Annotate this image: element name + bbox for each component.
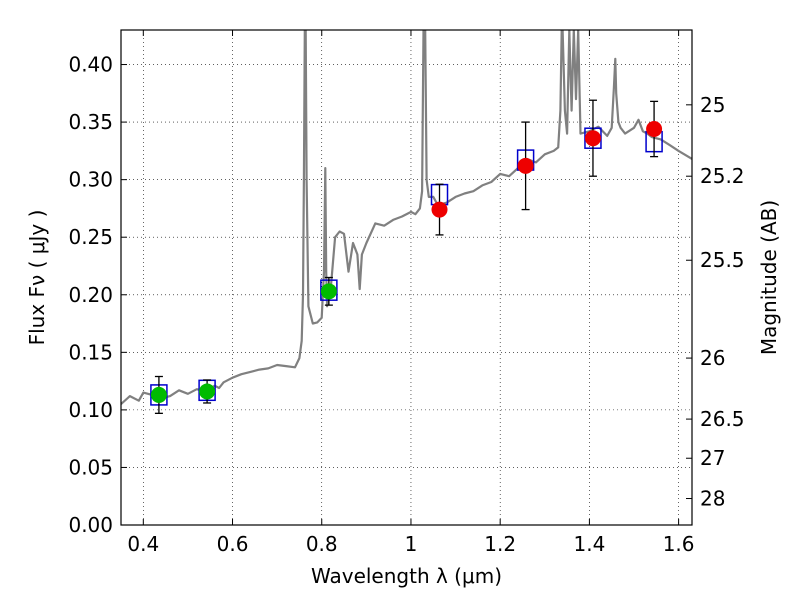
spectrum-line xyxy=(121,30,692,405)
y2-tick-label: 27 xyxy=(700,446,725,470)
y2-axis-label: Magnitude (AB) xyxy=(757,200,781,355)
y2-tick-label: 28 xyxy=(700,487,725,511)
y-tick-label: 0.15 xyxy=(68,340,113,364)
y-tick-label: 0.00 xyxy=(68,513,113,537)
y-tick-label: 0.10 xyxy=(68,398,113,422)
data-point xyxy=(646,121,663,137)
plot-frame xyxy=(120,29,693,526)
y2-tick-label: 26.5 xyxy=(700,407,745,431)
y-tick-label: 0.20 xyxy=(68,283,113,307)
grid xyxy=(121,30,692,526)
data-point xyxy=(150,386,167,403)
y2-tick-label: 25.2 xyxy=(700,164,745,188)
y2-tick-label: 25 xyxy=(700,93,725,117)
y-tick-label: 0.35 xyxy=(68,110,113,134)
data-point xyxy=(517,157,534,174)
x-tick-label: 0.8 xyxy=(306,532,338,556)
x-tick-label: 1 xyxy=(405,532,418,556)
x-axis-label: Wavelength λ (μm) xyxy=(311,564,502,588)
x-tick-label: 1.4 xyxy=(573,532,605,556)
x-tick-label: 1.6 xyxy=(663,532,695,556)
x-tick-label: 0.6 xyxy=(217,532,249,556)
data-point xyxy=(431,201,448,218)
y-tick-label: 0.30 xyxy=(68,168,113,192)
y-tick-label: 0.40 xyxy=(68,53,113,77)
y-tick-label: 0.05 xyxy=(68,455,113,479)
x-tick-label: 0.4 xyxy=(127,532,159,556)
y-tick-label: 0.25 xyxy=(68,225,113,249)
y2-tick-label: 25.5 xyxy=(700,248,745,272)
observed-points xyxy=(150,99,663,414)
data-point xyxy=(320,283,337,300)
axis-ticks: 0.4 0.6 0.8 1 1.2 1.4 1.6 0.00 0.05 0.10 0.15 0.20 0… xyxy=(68,30,745,556)
data-point xyxy=(584,130,601,147)
y-axis-label: Flux Fν ( μJy ) xyxy=(25,210,49,346)
model-spectrum xyxy=(121,30,692,405)
synthetic-photometry xyxy=(150,127,663,406)
x-tick-label: 1.2 xyxy=(484,532,516,556)
data-point xyxy=(199,383,216,400)
y2-tick-label: 26 xyxy=(700,346,725,370)
